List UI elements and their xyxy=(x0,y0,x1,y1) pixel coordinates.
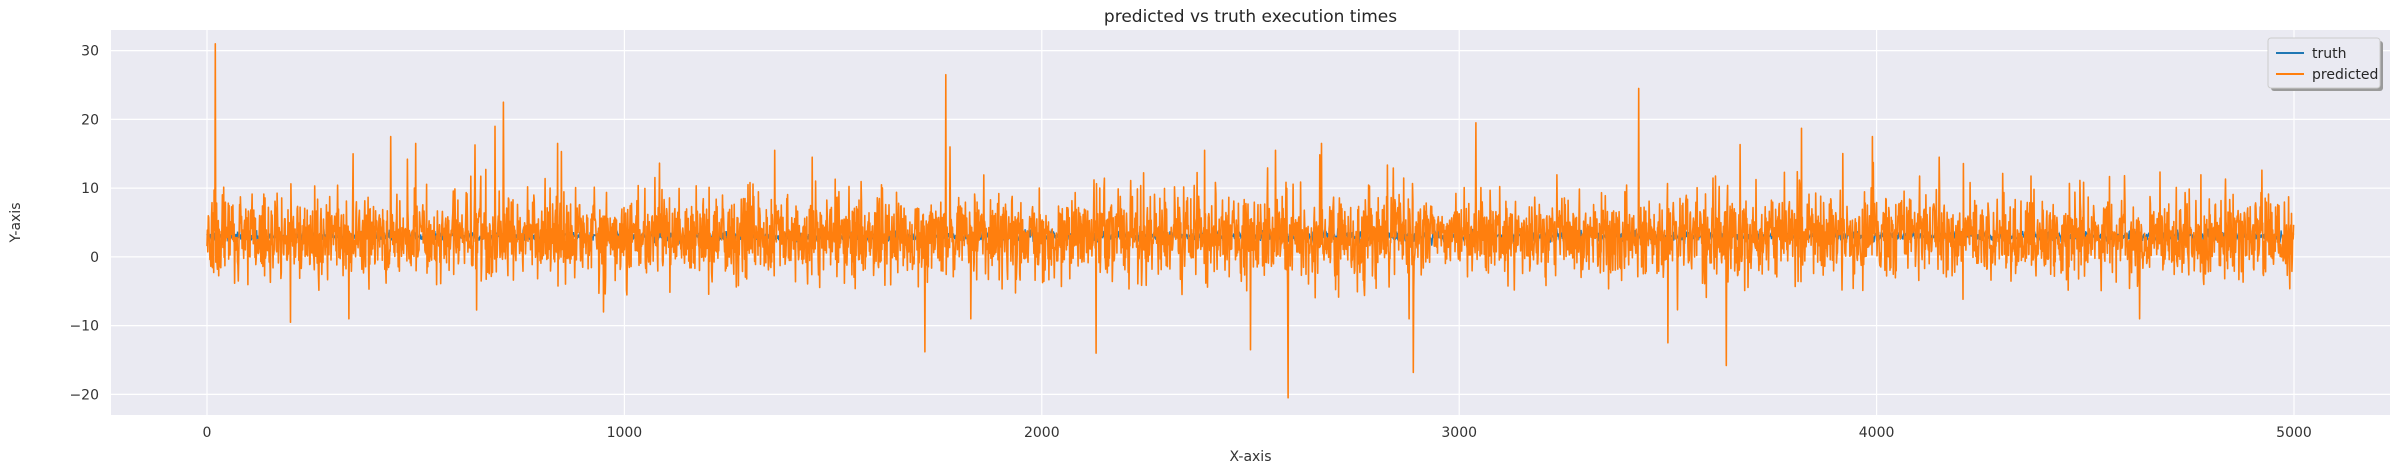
legend-label-predicted: predicted xyxy=(2312,67,2378,83)
legend-label-truth: truth xyxy=(2312,46,2346,62)
x-tick-label: 4000 xyxy=(1859,425,1895,441)
y-tick-label: 0 xyxy=(90,250,99,266)
y-tick-label: 20 xyxy=(81,112,99,128)
y-tick-label: 30 xyxy=(81,44,99,60)
x-tick-label: 5000 xyxy=(2276,425,2312,441)
tick-labels: 0 1000 2000 3000 4000 5000 −20 −10 0 10 20 30 xyxy=(69,44,2311,441)
legend-box xyxy=(2267,37,2381,89)
chart-title: predicted vs truth execution times xyxy=(1104,7,1397,27)
series-line-predicted xyxy=(206,43,2295,399)
y-tick-label: −20 xyxy=(69,387,99,403)
x-axis-label: X-axis xyxy=(1230,449,1272,465)
y-tick-label: 10 xyxy=(81,181,99,197)
x-tick-label: 2000 xyxy=(1024,425,1060,441)
legend: truth predicted xyxy=(2267,37,2383,91)
series-layer xyxy=(206,43,2295,399)
x-tick-label: 0 xyxy=(203,425,212,441)
x-tick-label: 3000 xyxy=(1441,425,1477,441)
y-axis-label: Y-axis xyxy=(8,203,24,244)
x-tick-label: 1000 xyxy=(607,425,643,441)
y-tick-label: −10 xyxy=(69,319,99,335)
